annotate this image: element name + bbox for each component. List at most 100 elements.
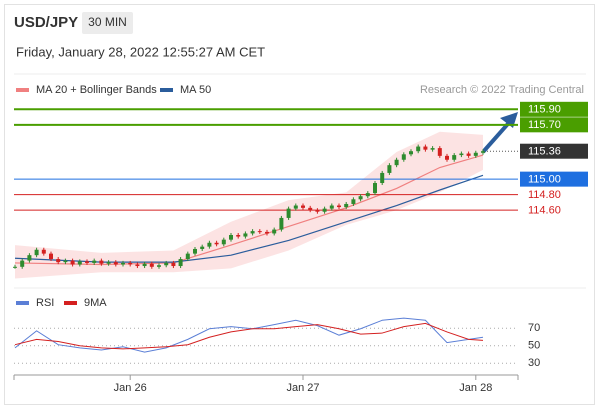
- candle: [13, 266, 17, 268]
- candle: [27, 255, 32, 261]
- candle: [401, 154, 406, 160]
- candle: [214, 242, 219, 245]
- legend-label: RSI: [36, 297, 54, 309]
- level-label: 114.80: [528, 189, 561, 201]
- indicator-line: [14, 322, 484, 350]
- candle: [128, 262, 133, 265]
- level-box: [520, 171, 588, 187]
- candle: [164, 262, 169, 266]
- candle: [193, 248, 197, 254]
- candle: [142, 263, 147, 267]
- candle: [466, 153, 471, 156]
- candle: [365, 193, 370, 197]
- candle: [265, 231, 269, 234]
- candle: [373, 183, 377, 194]
- level-label: 115.36: [528, 146, 561, 158]
- candle: [200, 246, 205, 249]
- candle: [445, 155, 449, 160]
- ma-line: [14, 154, 484, 266]
- candle: [229, 235, 233, 240]
- legend-swatch: [64, 301, 77, 305]
- level-label: 114.60: [528, 205, 561, 217]
- candle: [257, 231, 262, 233]
- candle: [459, 153, 464, 156]
- level-label: 115.90: [528, 104, 561, 116]
- candle: [135, 264, 140, 267]
- candle: [337, 205, 341, 208]
- candle: [387, 165, 392, 173]
- candle: [380, 172, 385, 184]
- candle: [178, 259, 183, 267]
- level-box: [520, 101, 588, 117]
- level-label: 115.00: [528, 174, 561, 186]
- candle: [293, 205, 298, 209]
- level-label: 115.70: [528, 119, 561, 131]
- x-tick-label: Jan 28: [459, 382, 492, 394]
- legend-label: MA 20 + Bollinger Bands: [36, 84, 157, 96]
- candle: [236, 235, 241, 237]
- candle: [85, 261, 89, 263]
- y-tick-label: 30: [528, 357, 540, 369]
- x-tick-label: Jan 26: [114, 382, 147, 394]
- ma-line: [14, 174, 484, 263]
- interval[interactable]: 30 MIN: [88, 15, 127, 29]
- candle: [250, 231, 255, 234]
- candle: [20, 260, 25, 267]
- candle: [157, 265, 161, 267]
- candle: [56, 259, 61, 263]
- candle: [243, 233, 248, 237]
- candle: [221, 239, 226, 245]
- candle: [409, 151, 413, 155]
- candle: [416, 146, 421, 152]
- candle: [113, 262, 118, 265]
- candle: [77, 261, 82, 265]
- symbol: USD/JPY: [14, 14, 78, 31]
- y-tick-label: 70: [528, 322, 540, 334]
- candle: [92, 260, 97, 263]
- candle: [358, 196, 363, 200]
- candle: [437, 148, 442, 156]
- candle: [351, 199, 356, 204]
- candle: [452, 155, 457, 160]
- candle: [308, 207, 313, 211]
- candle: [481, 151, 485, 153]
- candle: [207, 242, 212, 247]
- legend-label: 9MA: [84, 297, 107, 309]
- candle: [473, 152, 478, 156]
- candle: [344, 203, 349, 208]
- candle: [149, 263, 154, 267]
- interval-button[interactable]: [82, 12, 133, 34]
- level-box: [520, 143, 588, 159]
- legend-swatch: [16, 301, 29, 305]
- candle: [423, 146, 428, 150]
- candle: [49, 253, 53, 260]
- candle: [329, 205, 334, 209]
- candle: [394, 159, 399, 166]
- datetime: Friday, January 28, 2022 12:55:27 AM CET: [16, 44, 265, 59]
- candle: [34, 249, 39, 256]
- x-tick-label: Jan 27: [286, 382, 319, 394]
- legend-swatch: [160, 88, 173, 92]
- candle: [171, 262, 176, 267]
- candle: [301, 205, 305, 208]
- candle: [322, 208, 327, 212]
- candle: [63, 260, 68, 263]
- candle: [272, 229, 277, 234]
- candle: [286, 208, 291, 218]
- legend-swatch: [16, 88, 29, 92]
- legend-label: MA 50: [180, 84, 211, 96]
- candle: [70, 260, 75, 265]
- candle: [41, 249, 46, 254]
- candle: [185, 253, 190, 260]
- credit: Research © 2022 Trading Central: [420, 84, 584, 96]
- candle: [315, 210, 320, 212]
- y-tick-label: 50: [528, 340, 540, 352]
- candle: [106, 262, 111, 264]
- candle: [121, 262, 125, 265]
- candle: [99, 260, 104, 264]
- candle: [430, 148, 435, 150]
- candle: [279, 217, 284, 230]
- level-box: [520, 117, 588, 133]
